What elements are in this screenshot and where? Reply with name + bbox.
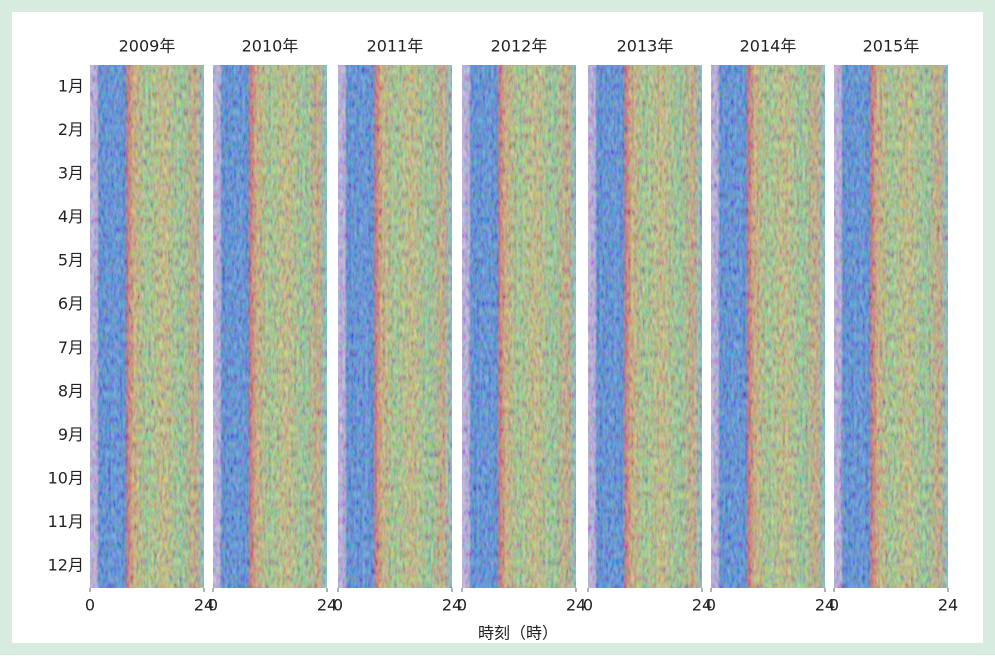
panel-title: 2015年 (863, 37, 920, 56)
x-tick-label: 24 (692, 596, 712, 615)
x-tick-label: 0 (706, 596, 716, 615)
panel-title: 2013年 (617, 37, 674, 56)
panel-title: 2011年 (367, 37, 424, 56)
y-tick-label: 4月 (58, 207, 84, 226)
heatmap-texture (213, 65, 327, 588)
heatmap-texture (90, 65, 204, 588)
x-tick-label: 24 (194, 596, 214, 615)
x-tick-label: 24 (566, 596, 586, 615)
y-tick-label: 6月 (58, 294, 84, 313)
x-tick-label: 0 (583, 596, 593, 615)
heatmap-texture (711, 65, 825, 588)
x-tick-label: 0 (333, 596, 343, 615)
y-tick-label: 9月 (58, 425, 84, 444)
y-tick-label: 12月 (48, 556, 84, 575)
x-tick-label: 24 (317, 596, 337, 615)
x-tick-label: 24 (815, 596, 835, 615)
x-tick-label: 24 (938, 596, 958, 615)
y-tick-label: 1月 (58, 76, 84, 95)
y-tick-label: 10月 (48, 469, 84, 488)
x-axis-label: 時刻（時） (478, 624, 558, 643)
x-tick-label: 0 (208, 596, 218, 615)
y-tick-label: 2月 (58, 120, 84, 139)
panel-title: 2012年 (491, 37, 548, 56)
y-tick-label: 3月 (58, 163, 84, 182)
heatmap-texture (588, 65, 702, 588)
x-tick-label: 24 (442, 596, 462, 615)
x-tick-label: 0 (829, 596, 839, 615)
y-tick-label: 7月 (58, 338, 84, 357)
heatmap-texture (338, 65, 452, 588)
y-tick-label: 11月 (48, 512, 84, 531)
panel-title: 2014年 (740, 37, 797, 56)
panel-title: 2009年 (119, 37, 176, 56)
x-tick-label: 0 (457, 596, 467, 615)
panel-title: 2010年 (242, 37, 299, 56)
x-tick-label: 0 (85, 596, 95, 615)
heatmap-texture (462, 65, 576, 588)
y-tick-label: 8月 (58, 381, 84, 400)
y-tick-label: 5月 (58, 251, 84, 270)
heatmap-texture (834, 65, 948, 588)
